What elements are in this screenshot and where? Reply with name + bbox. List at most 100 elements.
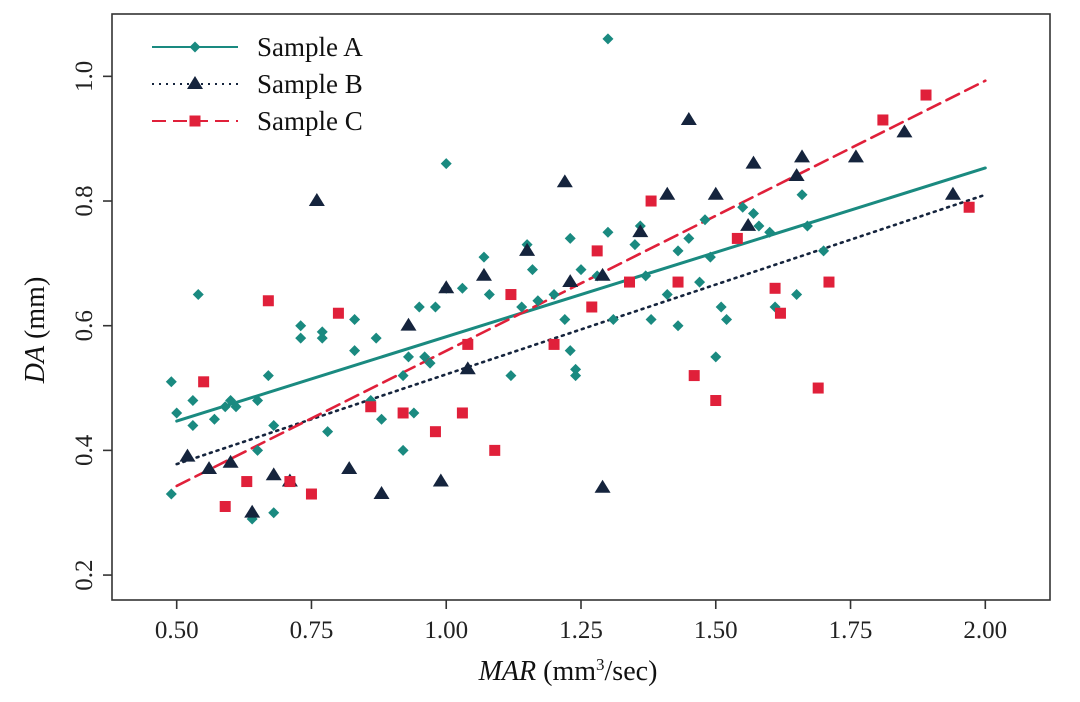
data-point-sample-a bbox=[230, 401, 242, 413]
data-point-sample-a bbox=[801, 220, 813, 232]
data-point-sample-a bbox=[483, 289, 495, 301]
data-point-sample-c bbox=[731, 232, 743, 244]
data-point-sample-a bbox=[219, 401, 231, 413]
data-point-sample-a bbox=[526, 264, 538, 276]
data-point-sample-c bbox=[710, 395, 722, 407]
data-point-sample-a bbox=[408, 407, 420, 419]
legend-marker-sample-b bbox=[187, 76, 203, 89]
data-point-sample-a bbox=[316, 326, 328, 338]
data-point-sample-a bbox=[661, 289, 673, 301]
data-point-sample-a bbox=[548, 289, 560, 301]
data-point-sample-c bbox=[586, 301, 598, 313]
data-point-sample-a bbox=[208, 413, 220, 425]
data-point-sample-a bbox=[505, 370, 517, 382]
data-point-sample-a bbox=[791, 289, 803, 301]
data-point-sample-a bbox=[737, 201, 749, 213]
data-point-sample-a bbox=[715, 301, 727, 313]
data-point-sample-c bbox=[397, 407, 409, 419]
data-point-sample-c bbox=[769, 282, 781, 294]
data-point-sample-b bbox=[201, 461, 218, 475]
data-point-sample-b bbox=[222, 454, 239, 468]
data-point-sample-b bbox=[632, 224, 649, 238]
data-point-sample-a bbox=[397, 370, 409, 382]
data-point-sample-a bbox=[699, 214, 711, 226]
x-axis: 0.50 0.75 1.00 1.25 1.50 1.75 2.00 bbox=[155, 600, 1007, 644]
data-point-sample-c bbox=[963, 201, 975, 213]
data-point-sample-a bbox=[252, 444, 264, 456]
data-point-sample-c bbox=[877, 114, 889, 126]
data-point-sample-c bbox=[624, 276, 636, 288]
x-tick-label: 0.75 bbox=[290, 617, 334, 644]
data-point-sample-b bbox=[400, 317, 417, 331]
trend-line-sample-c bbox=[175, 79, 987, 488]
data-point-sample-b bbox=[265, 467, 282, 481]
x-tick-label: 2.00 bbox=[963, 617, 1007, 644]
data-point-sample-b bbox=[179, 448, 196, 462]
data-point-sample-a bbox=[424, 357, 436, 369]
data-point-sample-c bbox=[365, 401, 377, 413]
data-point-sample-a bbox=[370, 332, 382, 344]
data-point-sample-b bbox=[745, 155, 762, 169]
data-point-sample-b bbox=[944, 186, 961, 200]
data-markers bbox=[165, 33, 975, 525]
x-tick-label: 1.25 bbox=[559, 617, 603, 644]
data-point-sample-a bbox=[710, 351, 722, 363]
data-point-sample-a bbox=[295, 320, 307, 332]
data-point-sample-a bbox=[187, 395, 199, 407]
data-point-sample-a bbox=[602, 33, 614, 45]
data-point-sample-a bbox=[602, 226, 614, 238]
x-tick-label: 1.75 bbox=[829, 617, 873, 644]
data-point-sample-a bbox=[456, 282, 468, 294]
data-point-sample-c bbox=[241, 476, 253, 488]
data-point-sample-a bbox=[402, 351, 414, 363]
data-point-sample-b bbox=[373, 486, 390, 499]
data-point-sample-c bbox=[198, 376, 210, 388]
data-point-sample-a bbox=[559, 313, 571, 325]
data-point-sample-c bbox=[812, 382, 824, 394]
data-point-sample-c bbox=[774, 307, 786, 319]
data-point-sample-a bbox=[165, 488, 177, 500]
y-tick-label: 0.4 bbox=[71, 434, 98, 466]
data-point-sample-c bbox=[305, 488, 317, 500]
x-tick-label: 1.00 bbox=[424, 617, 468, 644]
data-point-sample-c bbox=[672, 276, 684, 288]
data-point-sample-b bbox=[341, 461, 358, 475]
data-point-sample-a bbox=[564, 232, 576, 244]
data-point-sample-b bbox=[562, 274, 579, 288]
data-point-sample-b bbox=[556, 174, 573, 188]
data-point-sample-c bbox=[920, 89, 932, 101]
data-point-sample-b bbox=[680, 111, 697, 125]
y-tick-label: 0.8 bbox=[71, 185, 98, 216]
data-point-sample-a bbox=[629, 239, 641, 251]
data-point-sample-a bbox=[478, 251, 490, 263]
data-point-sample-b bbox=[519, 242, 536, 256]
data-point-sample-a bbox=[349, 313, 361, 325]
trend-lines bbox=[175, 79, 987, 488]
trend-line-sample-a bbox=[175, 166, 987, 423]
data-point-sample-a bbox=[683, 232, 695, 244]
data-point-sample-c bbox=[489, 444, 501, 456]
data-point-sample-a bbox=[397, 444, 409, 456]
data-point-sample-a bbox=[376, 413, 388, 425]
data-point-sample-a bbox=[165, 376, 177, 388]
data-point-sample-a bbox=[532, 295, 544, 307]
data-point-sample-c bbox=[823, 276, 835, 288]
x-tick-label: 1.50 bbox=[694, 617, 738, 644]
data-point-sample-a bbox=[645, 313, 657, 325]
data-point-sample-a bbox=[295, 332, 307, 344]
data-point-sample-a bbox=[753, 220, 765, 232]
data-point-sample-a bbox=[640, 270, 652, 282]
data-point-sample-a bbox=[192, 289, 204, 301]
data-point-sample-c bbox=[456, 407, 468, 419]
data-point-sample-c bbox=[688, 370, 700, 382]
legend-label-sample-c: Sample C bbox=[257, 106, 363, 136]
data-point-sample-a bbox=[429, 301, 441, 313]
y-axis-title: DA (mm) bbox=[20, 277, 51, 385]
data-point-sample-a bbox=[672, 245, 684, 257]
data-point-sample-c bbox=[645, 195, 657, 207]
y-tick-label: 0.2 bbox=[71, 559, 98, 590]
legend-label-sample-b: Sample B bbox=[257, 69, 363, 99]
data-point-sample-a bbox=[748, 207, 760, 219]
data-point-sample-c bbox=[284, 476, 296, 488]
